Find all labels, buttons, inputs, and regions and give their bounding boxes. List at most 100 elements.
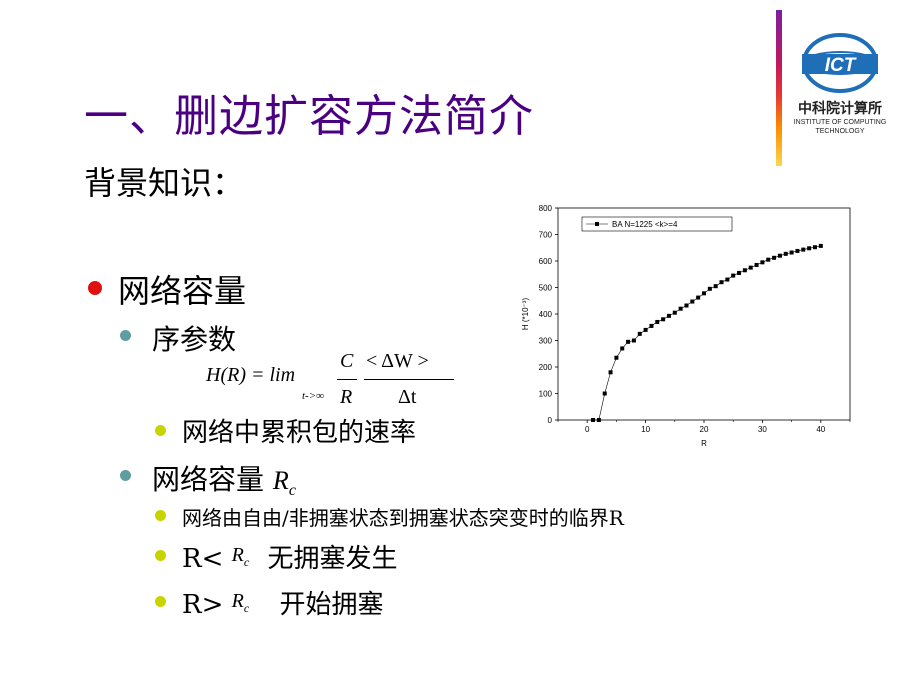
chart-data-point [719,280,724,285]
logo-abbr: ICT [825,55,857,76]
rc-symbol-sub: c [288,482,296,500]
chart-data-point [620,346,625,351]
chart-x-tick-label: 0 [585,425,590,434]
bullet-dot-yellow [155,550,166,561]
chart-series-line [593,245,821,421]
logo-english-line2: TECHNOLOGY [815,128,865,135]
chart-data-point [713,284,718,289]
chart-x-tick-label: 30 [758,425,767,434]
formula-denominator-t: Δt [398,386,417,408]
chart-data-point [690,299,695,304]
chart-data-point [637,331,642,336]
chart-data-point [684,303,689,308]
chart-data-point [649,323,654,328]
rc-symbol-r: R [231,590,244,612]
chart-data-point [777,253,782,258]
chart-data-point [731,273,736,278]
chart-x-tick-label: 20 [700,425,709,434]
chart-series [591,243,823,422]
chart-legend-box [581,216,733,232]
decorative-stripe [776,10,782,166]
fraction-bar [364,379,454,380]
chart-data-point [801,247,806,252]
chart-legend-marker [595,222,599,226]
chart-y-tick-label: 700 [539,231,553,240]
greater-prefix: R> [182,590,224,620]
formula: H(R) = lim t->∞ C R < ΔW > Δt [206,350,466,414]
chart-y-tick-label: 300 [539,337,553,346]
rc-symbol-r: R [272,466,289,495]
rc-symbol: Rc [272,466,296,499]
chart-data-point [608,370,613,375]
bullet-above-critical: R> Rc 开始拥塞 [182,584,383,622]
chart-x-tick-label: 10 [641,425,650,434]
bullet-dot-teal [120,330,131,341]
bullet-dot-teal [120,470,131,481]
fraction-bar [337,379,357,380]
chart-legend-label: BA N=1225 <k>=4 [612,220,678,229]
chart-data-point [795,248,800,253]
chart-data-point [696,295,701,300]
rc-symbol: Rc [231,590,250,615]
chart-data-point [678,306,683,311]
capacity-rc-label: 网络容量 [152,463,265,496]
bullet-order-parameter: 序参数 [152,323,237,356]
rc-symbol-sub: c [243,555,250,569]
chart-data-point [626,339,631,344]
chart-data-point [702,291,706,296]
chart-data-point [643,327,648,332]
chart-y-tick-label: 800 [539,204,553,213]
chart-data-point [725,277,730,282]
formula-limit-subscript: t->∞ [302,390,324,402]
rc-symbol-sub: c [243,601,250,615]
chart-data-point [591,418,596,422]
chart-y-tick-label: 400 [539,310,553,319]
chart-data-point [672,310,677,315]
chart-y-tick-label: 500 [539,284,553,293]
less-prefix: R< [182,544,224,574]
chart-data-point [789,250,794,255]
chart-data-point [754,262,759,267]
chart-data-point [783,251,788,256]
chart-data-point [766,257,771,262]
chart-data-point [655,319,660,324]
formula-numerator-w: < ΔW > [366,350,429,372]
bullet-dot-yellow [155,596,166,607]
chart-data-point [760,260,765,265]
bullet-accumulation-rate: 网络中累积包的速率 [182,418,417,448]
bullet-critical-description: 网络由自由/非拥塞状态到拥塞状态突变时的临界R [182,506,624,530]
chart-data-point [631,338,636,343]
chart-data-point [661,317,666,322]
chart-data-point [812,245,817,250]
formula-lhs: H(R) = lim [206,364,296,386]
chart-data-point [748,265,753,270]
logo-english-line1: INSTITUTE OF COMPUTING [793,119,887,126]
chart-y-tick-label: 100 [539,390,553,399]
bullet-below-critical: R< Rc 无拥塞发生 [182,538,397,576]
chart-axes [557,207,851,421]
no-congestion-text: 无拥塞发生 [267,544,398,574]
rc-symbol-r: R [231,544,244,566]
bullet-dot-yellow [155,510,166,521]
formula-numerator-c: C [340,350,354,372]
formula-denominator-r: R [340,386,353,408]
chart-data-point [807,246,812,251]
chart-y-tick-label: 200 [539,363,553,372]
chart-data-point [818,243,823,248]
chart-x-label: R [701,439,707,448]
bullet-capacity-rc: 网络容量 Rc [152,458,296,500]
rc-symbol: Rc [231,544,250,569]
chart-y-label: H (*10⁻³) [521,298,530,331]
logo-chinese-name: 中科院计算所 [798,101,882,117]
chart-plot-frame [557,207,851,421]
chart-y-tick-label: 0 [548,416,553,425]
chart-data-point [737,270,742,275]
ict-globe-icon: ICT [802,33,878,93]
chart-data-point [772,255,777,260]
chart-data-point [742,268,747,273]
chart-x-tick-label: 40 [816,425,825,434]
slide-title: 一、删边扩容方法简介 [84,91,534,142]
chart-data-point [614,355,619,360]
chart-data-point [666,313,671,318]
